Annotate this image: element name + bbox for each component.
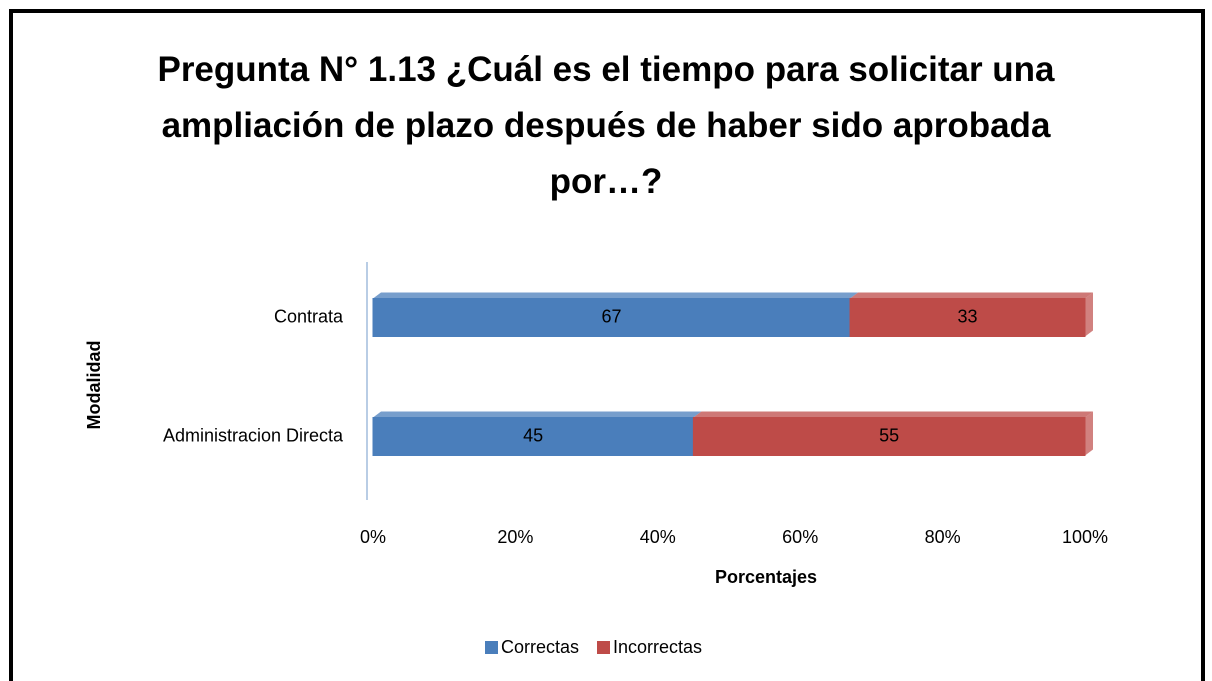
y-axis-label: Modalidad — [84, 341, 104, 430]
x-tick-label: 100% — [1062, 527, 1108, 547]
x-tick-label: 60% — [782, 527, 818, 547]
bar-top-face — [373, 411, 702, 418]
y-tick-label: Administracion Directa — [163, 425, 344, 445]
legend-swatch — [485, 641, 498, 654]
data-label: 45 — [523, 425, 543, 445]
bar-end-face — [1085, 292, 1093, 337]
chart-title: Pregunta N° 1.13 ¿Cuál es el tiempo para… — [157, 50, 1055, 201]
bar-segment — [849, 298, 1086, 337]
bar-top-face — [373, 292, 859, 299]
bar-end-face — [1085, 411, 1093, 456]
x-tick-label: 0% — [360, 527, 386, 547]
legend-label: Incorrectas — [613, 637, 702, 657]
x-tick-label: 20% — [497, 527, 533, 547]
x-axis-label: Porcentajes — [715, 567, 817, 587]
legend-swatch — [597, 641, 610, 654]
legend-label: Correctas — [501, 637, 579, 657]
bar-segment — [372, 298, 851, 337]
data-label: 55 — [879, 425, 899, 445]
bar-segment — [372, 417, 694, 456]
x-tick-label: 80% — [925, 527, 961, 547]
chart-border — [9, 9, 1205, 681]
bar-top-face — [850, 292, 1093, 299]
x-tick-label: 40% — [640, 527, 676, 547]
bar-top-face — [693, 411, 1093, 418]
y-tick-label: Contrata — [274, 306, 344, 326]
data-label: 33 — [958, 306, 978, 326]
data-label: 67 — [602, 306, 622, 326]
